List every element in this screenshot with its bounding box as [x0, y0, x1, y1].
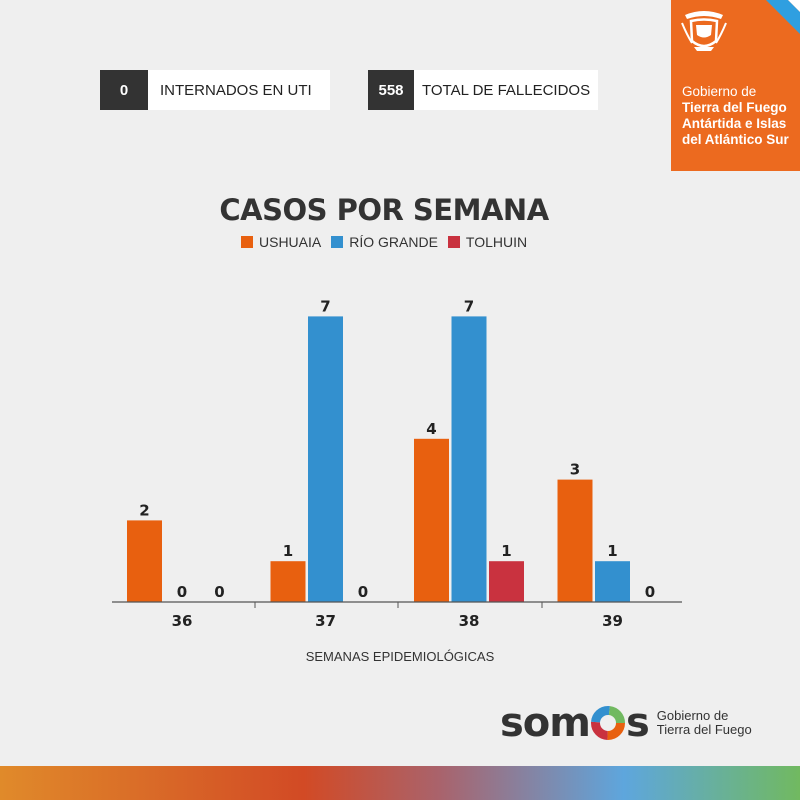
- corner-fold-icon: [766, 0, 800, 34]
- color-ring-icon: [590, 706, 625, 740]
- data-label: 4: [426, 420, 436, 438]
- data-label: 3: [570, 461, 580, 479]
- icu-value: 0: [100, 70, 148, 110]
- deaths-label: TOTAL DE FALLECIDOS: [422, 81, 591, 99]
- legend-item-rio-grande: RÍO GRANDE: [331, 234, 438, 250]
- x-tick-label: 37: [315, 612, 336, 630]
- gov-line-2: Tierra del Fuego: [682, 100, 787, 115]
- legend-label-tolhuin: TOLHUIN: [465, 234, 528, 250]
- bar-r-o-grande-38: [451, 316, 487, 602]
- deaths-stat: 558 TOTAL DE FALLECIDOS: [368, 70, 598, 110]
- bar-tolhuin-38: [489, 561, 524, 602]
- data-label: 0: [214, 583, 224, 601]
- government-name: Gobierno de Tierra del Fuego Antártida e…: [682, 84, 789, 148]
- somos-wordmark: som s: [500, 700, 650, 746]
- data-label: 2: [139, 501, 149, 519]
- x-tick-label: 38: [459, 612, 480, 630]
- somos-part-2: s: [625, 700, 650, 746]
- chart-legend: USHUAIA RÍO GRANDE TOLHUIN: [241, 233, 537, 251]
- icu-label: INTERNADOS EN UTI: [160, 81, 312, 99]
- legend-swatch-rio-grande: [331, 236, 344, 248]
- legend-item-ushuaia: USHUAIA: [241, 234, 321, 250]
- data-label: 0: [177, 583, 187, 601]
- icu-stat: 0 INTERNADOS EN UTI: [100, 70, 330, 110]
- bar-ushuaia-36: [127, 520, 162, 602]
- data-label: 0: [645, 583, 655, 601]
- bar-ushuaia-38: [414, 438, 449, 602]
- bar-ushuaia-37: [270, 561, 306, 602]
- data-label: 7: [464, 297, 474, 315]
- bar-r-o-grande-37: [308, 316, 343, 602]
- deaths-value: 558: [368, 70, 414, 110]
- somos-sub-line-2: Tierra del Fuego: [656, 722, 752, 737]
- bar-ushuaia-39: [557, 479, 593, 602]
- legend-swatch-ushuaia: [241, 236, 253, 248]
- province-seal-icon: [681, 11, 727, 51]
- somos-sub-line-1: Gobierno de: [656, 708, 729, 723]
- legend-item-tolhuin: TOLHUIN: [447, 234, 528, 250]
- data-label: 0: [358, 583, 368, 601]
- data-label: 1: [283, 542, 293, 560]
- gov-line-3: Antártida e Islas: [682, 116, 787, 131]
- x-axis-title: SEMANAS EPIDEMIOLÓGICAS: [305, 649, 495, 664]
- bar-r-o-grande-39: [595, 561, 630, 602]
- government-badge: Gobierno de Tierra del Fuego Antártida e…: [671, 0, 800, 171]
- data-label: 1: [501, 542, 511, 560]
- x-tick-label: 36: [172, 612, 193, 630]
- somos-subtitle: Gobierno de Tierra del Fuego: [657, 709, 752, 737]
- legend-label-rio-grande: RÍO GRANDE: [349, 234, 438, 250]
- somos-part-1: som: [500, 700, 591, 746]
- chart-title: CASOS POR SEMANA: [219, 193, 549, 227]
- data-label: 1: [607, 542, 617, 560]
- legend-swatch-tolhuin: [447, 236, 460, 248]
- bottom-gradient-bar: [0, 766, 800, 800]
- somos-logo: som s Gobierno de Tierra del Fuego: [500, 700, 752, 746]
- gov-line-4: del Atlántico Sur: [682, 132, 789, 147]
- data-label: 7: [320, 297, 330, 315]
- x-tick-label: 39: [602, 612, 623, 630]
- legend-label-ushuaia: USHUAIA: [259, 234, 322, 250]
- gov-line-1: Gobierno de: [682, 84, 757, 99]
